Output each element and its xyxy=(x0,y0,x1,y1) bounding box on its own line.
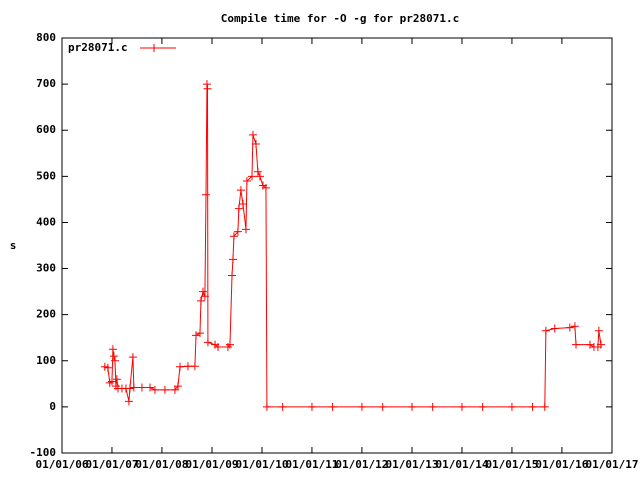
point-marker xyxy=(124,397,133,406)
point-marker xyxy=(214,342,223,351)
point-marker xyxy=(228,271,237,280)
point-marker xyxy=(125,384,134,393)
point-marker xyxy=(248,130,257,139)
y-tick-label: 700 xyxy=(36,77,56,90)
y-tick-label: 500 xyxy=(36,169,56,182)
point-marker xyxy=(198,287,207,296)
point-marker xyxy=(251,140,260,149)
x-tick-label: 01/01/10 xyxy=(235,458,288,471)
point-marker xyxy=(200,292,209,301)
point-marker xyxy=(146,383,155,392)
point-marker xyxy=(262,402,271,411)
point-marker xyxy=(183,362,192,371)
x-tick-label: 01/01/14 xyxy=(435,458,488,471)
point-marker xyxy=(541,326,550,335)
point-marker xyxy=(241,225,250,234)
point-marker xyxy=(357,402,366,411)
point-marker xyxy=(128,353,137,362)
point-marker xyxy=(175,362,184,371)
y-tick-label: 100 xyxy=(36,354,56,367)
point-marker xyxy=(150,385,159,394)
chart-title: Compile time for -O -g for pr28071.c xyxy=(221,12,459,25)
y-tick-label: 800 xyxy=(36,31,56,44)
x-tick-label: 01/01/09 xyxy=(186,458,239,471)
x-tick-label: 01/01/07 xyxy=(85,458,138,471)
point-marker xyxy=(408,402,417,411)
legend-label: pr28071.c xyxy=(68,41,128,54)
point-marker xyxy=(550,324,559,333)
point-marker xyxy=(225,340,234,349)
point-marker xyxy=(328,402,337,411)
x-tick-label: 01/01/17 xyxy=(586,458,639,471)
point-marker xyxy=(565,323,574,332)
point-marker xyxy=(137,383,146,392)
point-marker xyxy=(107,377,116,386)
point-marker xyxy=(247,172,256,181)
y-axis-label: s xyxy=(10,239,17,252)
point-marker xyxy=(234,204,243,213)
point-marker xyxy=(478,402,487,411)
point-marker xyxy=(190,362,199,371)
point-marker xyxy=(109,352,118,361)
legend-swatch xyxy=(140,44,176,52)
point-marker xyxy=(236,186,245,195)
point-marker xyxy=(173,382,182,391)
point-marker xyxy=(278,402,287,411)
point-marker xyxy=(242,176,251,185)
x-tick-label: 01/01/12 xyxy=(335,458,388,471)
point-marker xyxy=(196,296,205,305)
x-tick-label: 01/01/15 xyxy=(485,458,538,471)
point-marker xyxy=(108,345,117,354)
point-marker xyxy=(129,383,138,392)
point-marker xyxy=(103,363,112,372)
point-marker xyxy=(203,84,212,93)
y-tick-label: -100 xyxy=(30,446,57,459)
point-marker xyxy=(594,326,603,335)
point-marker xyxy=(570,322,579,331)
y-tick-label: 0 xyxy=(49,400,56,413)
point-marker xyxy=(112,375,121,384)
point-marker xyxy=(428,402,437,411)
point-marker xyxy=(261,183,270,192)
point-marker xyxy=(255,172,264,181)
x-tick-label: 01/01/08 xyxy=(135,458,188,471)
point-marker xyxy=(540,402,549,411)
point-marker xyxy=(233,227,242,236)
x-tick-label: 01/01/16 xyxy=(535,458,588,471)
x-tick-label: 01/01/13 xyxy=(386,458,439,471)
point-marker xyxy=(457,402,466,411)
point-marker xyxy=(229,232,238,241)
x-tick-label: 01/01/11 xyxy=(285,458,338,471)
point-marker xyxy=(528,402,537,411)
x-tick-label: 01/01/06 xyxy=(36,458,89,471)
point-marker xyxy=(202,80,211,89)
point-marker xyxy=(160,385,169,394)
y-tick-label: 300 xyxy=(36,262,56,275)
point-marker xyxy=(110,356,119,365)
point-marker xyxy=(202,190,211,199)
y-tick-label: 600 xyxy=(36,123,56,136)
point-marker xyxy=(203,338,212,347)
y-tick-label: 200 xyxy=(36,308,56,321)
point-marker xyxy=(195,329,204,338)
point-marker xyxy=(596,340,605,349)
point-marker xyxy=(572,340,580,349)
point-marker xyxy=(238,200,247,208)
point-marker xyxy=(378,402,387,411)
point-marker xyxy=(507,402,516,411)
point-marker xyxy=(228,255,237,264)
y-tick-label: 400 xyxy=(36,215,56,228)
point-marker xyxy=(307,402,316,411)
plot-border xyxy=(61,37,613,454)
point-marker xyxy=(253,167,262,176)
